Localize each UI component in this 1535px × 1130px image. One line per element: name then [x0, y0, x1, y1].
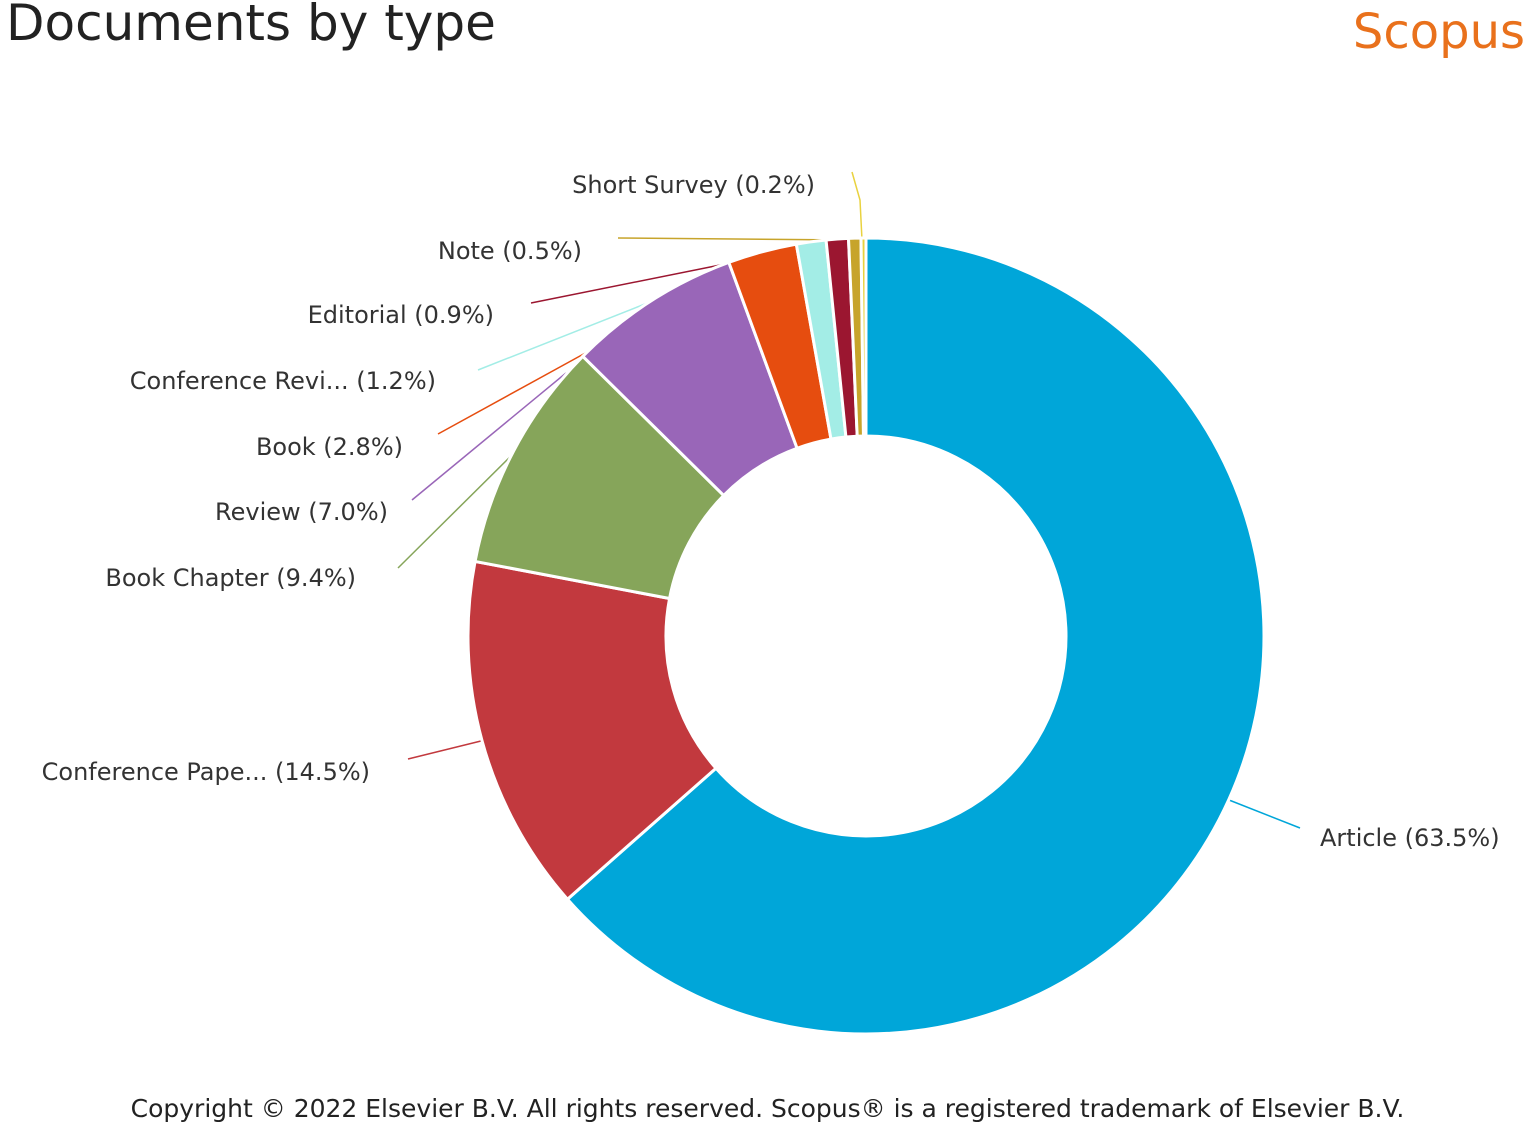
label-connectors: [397, 171, 1301, 829]
connector-line: [407, 739, 486, 760]
slice-label: Editorial (0.9%): [308, 301, 494, 329]
connector-line: [411, 372, 567, 501]
connector-line: [437, 344, 601, 435]
slice-label: Review (7.0%): [215, 498, 388, 526]
slice-label: Article (63.5%): [1320, 824, 1500, 852]
slice-short-survey[interactable]: [859, 236, 868, 438]
connector-line: [397, 451, 516, 569]
connector-line: [1228, 799, 1301, 829]
slice-conference-pape[interactable]: [466, 559, 719, 902]
slice-label: Conference Pape... (14.5%): [42, 758, 370, 786]
page-title: Documents by type: [6, 0, 496, 52]
scopus-logo[interactable]: Scopus: [1352, 4, 1525, 60]
copyright-notice: Copyright © 2022 Elsevier B.V. All right…: [130, 1094, 1405, 1123]
slice-label: Book Chapter (9.4%): [105, 564, 356, 592]
slice-labels: Article (63.5%) Conference Pape... (14.5%…: [42, 171, 1500, 852]
slice-label: Note (0.5%): [438, 237, 582, 265]
donut-slices: [466, 236, 1266, 1036]
slice-article[interactable]: [565, 236, 1266, 1036]
connector-line: [617, 237, 851, 241]
connector-line: [851, 171, 863, 241]
slice-label: Book (2.8%): [256, 433, 403, 461]
connector-line: [477, 299, 656, 371]
slice-label: Conference Revi... (1.2%): [130, 367, 436, 395]
connector-line: [530, 261, 736, 304]
slice-label: Short Survey (0.2%): [572, 171, 815, 199]
